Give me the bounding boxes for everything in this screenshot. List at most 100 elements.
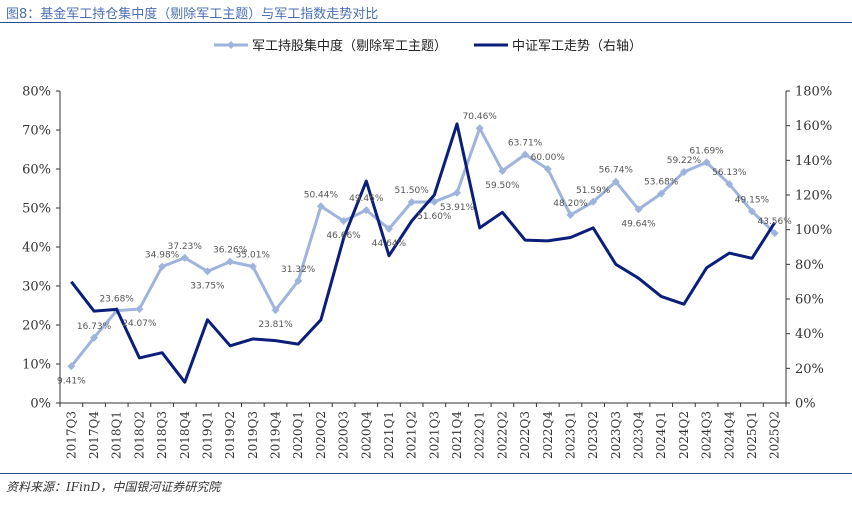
concentration-data-label: 36.26% xyxy=(213,246,248,256)
x-tick-label: 2018Q1 xyxy=(110,411,124,459)
y-right-tick-label: 140% xyxy=(795,154,832,169)
concentration-point xyxy=(702,158,711,167)
y-axis-right-ticks: 0% 20% 40% 60% 80% 100% 120% 140% 160% 180% xyxy=(786,85,832,412)
concentration-point xyxy=(679,168,688,177)
series-concentration xyxy=(67,124,779,371)
y-right-tick-label: 160% xyxy=(795,119,832,134)
x-tick-label: 2025Q2 xyxy=(768,411,782,459)
concentration-point xyxy=(407,198,416,207)
concentration-line xyxy=(70,126,776,368)
data-labels: 9.41% 16.73% 23.68% 24.07% 34.98%37.23% 33.75… xyxy=(57,112,792,386)
x-axis-ticks: 2017Q3 2017Q4 2018Q1 2018Q2 2018Q3 2018Q4 2019… xyxy=(59,403,787,459)
x-tick-label: 2024Q4 xyxy=(722,411,736,459)
concentration-point xyxy=(611,177,620,186)
concentration-data-label: 34.98% xyxy=(145,251,180,261)
x-tick-label: 2020Q2 xyxy=(314,411,328,459)
y-axis-left-ticks: 0% 10% 20% 30% 40% 50% 60% 70% 80% xyxy=(22,85,60,412)
concentration-point xyxy=(271,306,280,315)
x-tick-label: 2024Q3 xyxy=(700,411,714,459)
legend: 军工持股集中度（剔除军工主题） 中证军工走势（右轴） xyxy=(214,38,642,54)
concentration-data-label: 44.64% xyxy=(372,239,407,249)
concentration-point xyxy=(634,205,643,214)
concentration-data-label: 48.20% xyxy=(553,199,588,209)
x-tick-label: 2019Q4 xyxy=(269,411,283,459)
concentration-point xyxy=(770,229,779,238)
x-tick-label: 2023Q1 xyxy=(563,411,577,459)
concentration-point xyxy=(589,197,598,206)
x-tick-label: 2019Q1 xyxy=(200,411,214,459)
chart-svg: 军工持股集中度（剔除军工主题） 中证军工走势（右轴） 0% 10% 20% 30% 40%… xyxy=(22,38,832,459)
y-left-tick-label: 10% xyxy=(22,358,51,373)
y-right-tick-label: 20% xyxy=(795,362,824,377)
x-tick-label: 2017Q3 xyxy=(64,411,78,459)
bottom-rule xyxy=(0,473,852,474)
concentration-point xyxy=(158,262,167,271)
y-left-tick-label: 70% xyxy=(22,124,51,139)
chart-area: 军工持股集中度（剔除军工主题） 中证军工走势（右轴） 0% 10% 20% 30% 40%… xyxy=(0,23,852,473)
concentration-point xyxy=(339,217,348,226)
concentration-data-label: 61.69% xyxy=(689,146,724,156)
concentration-point xyxy=(203,267,212,276)
concentration-point xyxy=(316,202,325,211)
concentration-point xyxy=(657,189,666,198)
x-tick-label: 2018Q2 xyxy=(132,411,146,459)
y-right-tick-label: 60% xyxy=(795,293,824,308)
x-tick-label: 2020Q1 xyxy=(291,411,305,459)
y-left-tick-label: 0% xyxy=(30,397,51,412)
concentration-data-label: 56.74% xyxy=(599,166,634,176)
x-tick-label: 2017Q4 xyxy=(87,411,101,459)
concentration-data-label: 35.01% xyxy=(236,250,271,260)
y-right-tick-label: 0% xyxy=(795,397,816,412)
concentration-point xyxy=(566,211,575,220)
concentration-data-label: 23.68% xyxy=(100,295,135,305)
x-tick-label: 2018Q3 xyxy=(155,411,169,459)
concentration-data-label: 49.46% xyxy=(349,194,384,204)
y-right-tick-label: 120% xyxy=(795,189,832,204)
concentration-point xyxy=(725,180,734,189)
concentration-data-label: 70.46% xyxy=(463,112,498,122)
concentration-point xyxy=(135,305,144,314)
x-tick-label: 2021Q4 xyxy=(450,411,464,459)
y-right-tick-label: 100% xyxy=(795,223,832,238)
x-tick-label: 2019Q3 xyxy=(246,411,260,459)
x-tick-label: 2022Q2 xyxy=(495,411,509,459)
x-tick-label: 2024Q2 xyxy=(677,411,691,459)
y-left-tick-label: 80% xyxy=(22,85,51,100)
x-tick-label: 2023Q4 xyxy=(632,411,646,459)
concentration-data-label: 43.56% xyxy=(757,217,792,227)
concentration-data-label: 59.50% xyxy=(485,181,520,191)
concentration-data-label: 46.66% xyxy=(326,231,361,241)
y-left-tick-label: 60% xyxy=(22,163,51,178)
concentration-data-label: 51.50% xyxy=(394,186,429,196)
legend-marker-concentration xyxy=(227,41,235,49)
legend-label-concentration: 军工持股集中度（剔除军工主题） xyxy=(252,38,447,54)
concentration-point xyxy=(521,150,530,159)
concentration-data-label: 60.00% xyxy=(531,153,566,163)
figure-title: 图8：基金军工持仓集中度（剔除军工主题）与军工指数走势对比 xyxy=(6,7,379,22)
x-tick-label: 2019Q2 xyxy=(223,411,237,459)
y-left-tick-label: 50% xyxy=(22,202,51,217)
concentration-data-label: 49.15% xyxy=(735,195,770,205)
concentration-data-label: 59.22% xyxy=(667,156,702,166)
index-line xyxy=(70,122,776,384)
x-tick-label: 2018Q4 xyxy=(178,411,192,459)
x-tick-label: 2020Q3 xyxy=(337,411,351,459)
concentration-point xyxy=(248,262,257,271)
y-right-tick-label: 80% xyxy=(795,258,824,273)
x-tick-label: 2024Q1 xyxy=(654,411,668,459)
y-right-tick-label: 40% xyxy=(795,327,824,342)
concentration-point xyxy=(90,333,99,342)
concentration-point xyxy=(226,257,235,266)
concentration-data-label: 53.91% xyxy=(440,203,475,213)
y-right-tick-label: 180% xyxy=(795,85,832,100)
x-tick-label: 2021Q1 xyxy=(382,411,396,459)
x-tick-label: 2022Q3 xyxy=(518,411,532,459)
series-index xyxy=(70,122,776,384)
concentration-data-label: 63.71% xyxy=(508,139,543,149)
title-rule xyxy=(0,22,852,23)
concentration-data-label: 51.60% xyxy=(417,212,452,222)
y-left-tick-label: 20% xyxy=(22,319,51,334)
concentration-point xyxy=(67,362,76,371)
concentration-data-label: 33.75% xyxy=(190,281,225,291)
concentration-point xyxy=(498,166,507,175)
